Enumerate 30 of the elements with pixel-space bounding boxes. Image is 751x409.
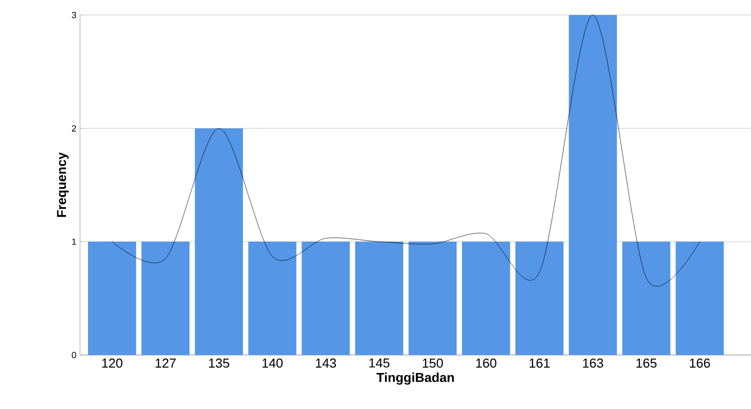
bar bbox=[355, 242, 404, 355]
bar bbox=[622, 242, 670, 355]
bar bbox=[676, 242, 724, 355]
y-tick-label: 1 bbox=[72, 238, 76, 245]
x-tick-label: 140 bbox=[262, 358, 283, 368]
x-tick-label: 145 bbox=[369, 358, 390, 368]
x-tick-label: 166 bbox=[690, 358, 710, 368]
x-tick-label: 165 bbox=[636, 358, 657, 368]
bar bbox=[568, 15, 617, 355]
y-tick-label: 3 bbox=[72, 12, 76, 18]
bar bbox=[408, 242, 457, 355]
bar bbox=[88, 242, 136, 355]
y-tick-label: 0 bbox=[72, 352, 76, 358]
x-tick-label: 120 bbox=[102, 358, 122, 368]
bar bbox=[248, 242, 296, 355]
x-tick-label: 163 bbox=[583, 358, 604, 368]
x-tick-label: 160 bbox=[476, 358, 496, 368]
y-tick-label: 2 bbox=[72, 125, 76, 132]
x-axis-title: TinggiBadan bbox=[376, 372, 454, 385]
bar bbox=[515, 242, 564, 355]
bar bbox=[141, 242, 190, 355]
x-tick-label: 127 bbox=[156, 358, 176, 368]
x-tick-label: 143 bbox=[316, 358, 336, 368]
x-tick-label: 161 bbox=[530, 358, 550, 368]
bar bbox=[194, 128, 243, 355]
bar bbox=[462, 242, 510, 355]
x-tick-label: 135 bbox=[209, 358, 230, 368]
y-axis-title: Frequency bbox=[57, 152, 69, 217]
bar bbox=[302, 242, 350, 355]
x-tick-label: 150 bbox=[422, 358, 443, 368]
